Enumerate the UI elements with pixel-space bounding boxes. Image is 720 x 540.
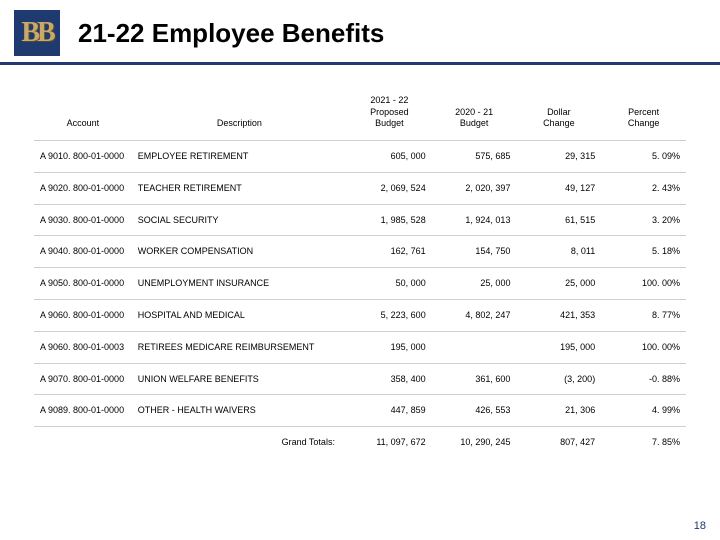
cell-description: SOCIAL SECURITY xyxy=(132,204,347,236)
table-row: A 9089. 800-01-0000OTHER - HEALTH WAIVER… xyxy=(34,395,686,427)
cell-percent-change: 5. 18% xyxy=(601,236,686,268)
table-container: Account Description 2021 - 22ProposedBud… xyxy=(0,65,720,458)
cell-description: RETIREES MEDICARE REIMBURSEMENT xyxy=(132,331,347,363)
cell-account: A 9089. 800-01-0000 xyxy=(34,395,132,427)
table-body: A 9010. 800-01-0000EMPLOYEE RETIREMENT60… xyxy=(34,141,686,458)
col-header-account: Account xyxy=(34,89,132,141)
cell-proposed: 605, 000 xyxy=(347,141,432,173)
cell-account: A 9060. 800-01-0003 xyxy=(34,331,132,363)
cell-account: A 9030. 800-01-0000 xyxy=(34,204,132,236)
cell-account: A 9060. 800-01-0000 xyxy=(34,300,132,332)
cell-percent-change: 5. 09% xyxy=(601,141,686,173)
page-number: 18 xyxy=(694,520,706,532)
cell-description: WORKER COMPENSATION xyxy=(132,236,347,268)
cell-description: UNEMPLOYMENT INSURANCE xyxy=(132,268,347,300)
logo: BB xyxy=(14,10,60,56)
cell-dollar-change: 8, 011 xyxy=(516,236,601,268)
logo-text: BB xyxy=(21,19,52,47)
cell-percent-change: 4. 99% xyxy=(601,395,686,427)
table-row: A 9070. 800-01-0000UNION WELFARE BENEFIT… xyxy=(34,363,686,395)
totals-prior: 10, 290, 245 xyxy=(432,427,517,458)
table-row: A 9030. 800-01-0000SOCIAL SECURITY1, 985… xyxy=(34,204,686,236)
table-row: A 9040. 800-01-0000WORKER COMPENSATION16… xyxy=(34,236,686,268)
cell-account: A 9070. 800-01-0000 xyxy=(34,363,132,395)
cell-proposed: 162, 761 xyxy=(347,236,432,268)
cell-proposed: 2, 069, 524 xyxy=(347,172,432,204)
cell-dollar-change: 21, 306 xyxy=(516,395,601,427)
cell-prior: 575, 685 xyxy=(432,141,517,173)
cell-prior: 426, 553 xyxy=(432,395,517,427)
cell-prior: 1, 924, 013 xyxy=(432,204,517,236)
table-row: A 9060. 800-01-0000HOSPITAL AND MEDICAL5… xyxy=(34,300,686,332)
totals-label: Grand Totals: xyxy=(132,427,347,458)
cell-proposed: 1, 985, 528 xyxy=(347,204,432,236)
cell-percent-change: -0. 88% xyxy=(601,363,686,395)
cell-percent-change: 3. 20% xyxy=(601,204,686,236)
cell-percent-change: 100. 00% xyxy=(601,331,686,363)
cell-percent-change: 100. 00% xyxy=(601,268,686,300)
cell-dollar-change: 25, 000 xyxy=(516,268,601,300)
cell-description: OTHER - HEALTH WAIVERS xyxy=(132,395,347,427)
benefits-table: Account Description 2021 - 22ProposedBud… xyxy=(34,89,686,458)
cell-dollar-change: (3, 200) xyxy=(516,363,601,395)
totals-proposed: 11, 097, 672 xyxy=(347,427,432,458)
cell-dollar-change: 61, 515 xyxy=(516,204,601,236)
table-row: A 9060. 800-01-0003RETIREES MEDICARE REI… xyxy=(34,331,686,363)
cell-prior: 25, 000 xyxy=(432,268,517,300)
col-header-dollar-change: DollarChange xyxy=(516,89,601,141)
cell-proposed: 5, 223, 600 xyxy=(347,300,432,332)
totals-percent-change: 7. 85% xyxy=(601,427,686,458)
cell-description: EMPLOYEE RETIREMENT xyxy=(132,141,347,173)
col-header-proposed: 2021 - 22ProposedBudget xyxy=(347,89,432,141)
cell-account xyxy=(34,427,132,458)
cell-account: A 9040. 800-01-0000 xyxy=(34,236,132,268)
cell-account: A 9020. 800-01-0000 xyxy=(34,172,132,204)
cell-proposed: 447, 859 xyxy=(347,395,432,427)
cell-percent-change: 8. 77% xyxy=(601,300,686,332)
col-header-description: Description xyxy=(132,89,347,141)
cell-description: TEACHER RETIREMENT xyxy=(132,172,347,204)
cell-prior xyxy=(432,331,517,363)
cell-prior: 2, 020, 397 xyxy=(432,172,517,204)
cell-prior: 361, 600 xyxy=(432,363,517,395)
table-row: A 9020. 800-01-0000TEACHER RETIREMENT2, … xyxy=(34,172,686,204)
cell-dollar-change: 29, 315 xyxy=(516,141,601,173)
cell-proposed: 50, 000 xyxy=(347,268,432,300)
cell-dollar-change: 195, 000 xyxy=(516,331,601,363)
cell-description: HOSPITAL AND MEDICAL xyxy=(132,300,347,332)
col-header-prior: 2020 - 21Budget xyxy=(432,89,517,141)
cell-prior: 4, 802, 247 xyxy=(432,300,517,332)
cell-percent-change: 2. 43% xyxy=(601,172,686,204)
cell-dollar-change: 49, 127 xyxy=(516,172,601,204)
header: BB 21-22 Employee Benefits xyxy=(0,0,720,65)
cell-account: A 9010. 800-01-0000 xyxy=(34,141,132,173)
cell-account: A 9050. 800-01-0000 xyxy=(34,268,132,300)
table-row: A 9010. 800-01-0000EMPLOYEE RETIREMENT60… xyxy=(34,141,686,173)
cell-description: UNION WELFARE BENEFITS xyxy=(132,363,347,395)
cell-proposed: 358, 400 xyxy=(347,363,432,395)
page-title: 21-22 Employee Benefits xyxy=(78,18,384,49)
table-totals-row: Grand Totals:11, 097, 67210, 290, 245807… xyxy=(34,427,686,458)
table-row: A 9050. 800-01-0000UNEMPLOYMENT INSURANC… xyxy=(34,268,686,300)
cell-prior: 154, 750 xyxy=(432,236,517,268)
col-header-percent-change: PercentChange xyxy=(601,89,686,141)
table-header-row: Account Description 2021 - 22ProposedBud… xyxy=(34,89,686,141)
totals-dollar-change: 807, 427 xyxy=(516,427,601,458)
cell-dollar-change: 421, 353 xyxy=(516,300,601,332)
cell-proposed: 195, 000 xyxy=(347,331,432,363)
